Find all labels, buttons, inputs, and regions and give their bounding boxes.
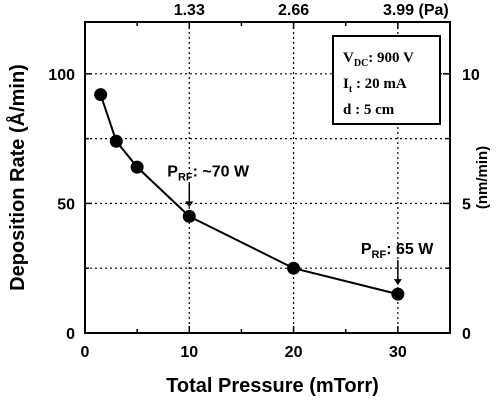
right-axis-label: (nm/min): [474, 146, 491, 209]
data-point: [94, 88, 108, 102]
right-tick-label: 5: [462, 196, 471, 213]
y-tick-label: 50: [57, 196, 75, 213]
pressure-annotation: PRF: 65 W: [361, 241, 434, 261]
data-point: [109, 134, 123, 148]
data-point: [182, 209, 196, 223]
data-point: [130, 160, 144, 174]
condition-distance: d : 5 cm: [343, 102, 395, 118]
x-tick-label: 20: [285, 344, 303, 361]
x-tick-label: 0: [81, 344, 90, 361]
condition-vdc: VDC: 900 V: [343, 50, 414, 69]
condition-current: It : 20 mA: [343, 76, 407, 95]
tick-labels: 0 10 20 30 0 50 100 0 5 10 1.33 2.66 3.99 (Pa): [48, 2, 480, 361]
pressure-annotation: PRF: ~70 W: [167, 163, 250, 183]
top-tick-label: 2.66: [278, 2, 309, 19]
y-tick-label: 0: [66, 326, 75, 343]
right-tick-label: 10: [462, 67, 480, 84]
y-axis-label: Deposition Rate (Å/min): [5, 64, 29, 291]
axis-ticks: [84, 22, 450, 333]
x-axis-label: Total Pressure (mTorr): [166, 375, 379, 397]
series-line: [99, 94, 399, 296]
x-tick-label: 10: [180, 344, 198, 361]
right-tick-label: 0: [462, 326, 471, 343]
data-points: [94, 88, 405, 301]
arrow-head: [185, 201, 194, 208]
y-tick-label: 100: [48, 67, 75, 84]
top-tick-label: 1.33: [174, 2, 205, 19]
plot-frame: [84, 21, 451, 334]
data-point: [287, 261, 301, 275]
x-tick-label: 30: [389, 344, 407, 361]
grid-lines: [85, 22, 450, 333]
condition-box: VDC: 900 V It : 20 mA d : 5 cm: [332, 35, 441, 125]
top-tick-label: 3.99 (Pa): [383, 2, 449, 19]
annotations: PRF: ~70 W PRF: 65 W: [167, 163, 434, 286]
data-point: [391, 287, 405, 301]
condition-box-frame: [332, 35, 441, 125]
arrow-head: [393, 279, 402, 286]
